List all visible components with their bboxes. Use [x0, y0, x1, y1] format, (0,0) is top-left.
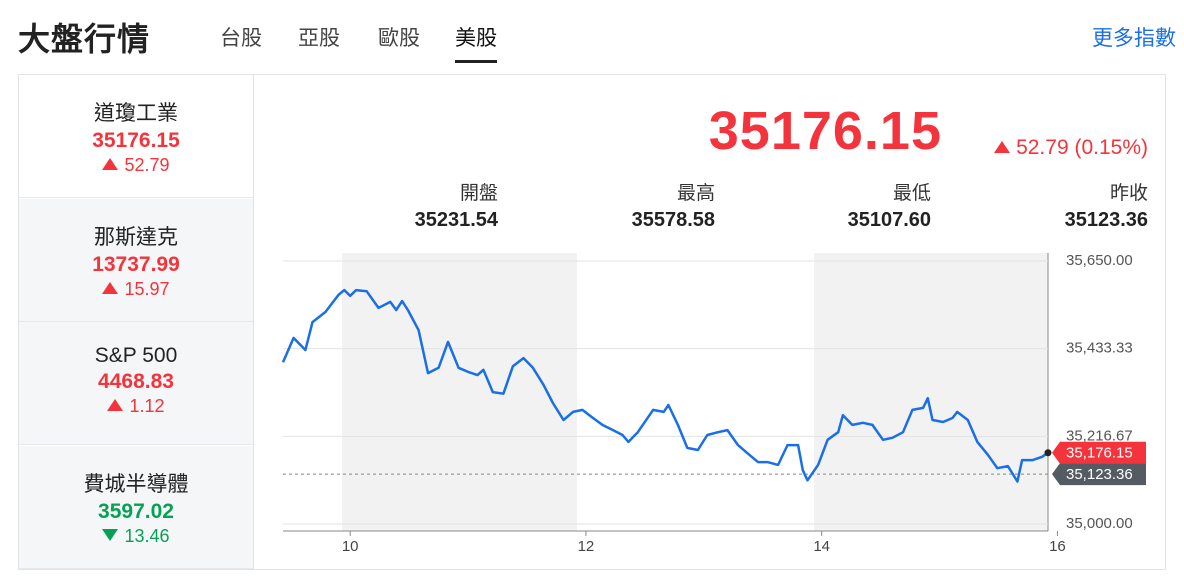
price-line: [281, 288, 1049, 483]
stat-label: 開盤: [459, 183, 498, 204]
change-text: 1.12: [129, 396, 165, 416]
quote-price: 35176.15: [708, 101, 942, 161]
arrow: [102, 281, 119, 294]
y-tick-label: 35,433.33: [1066, 340, 1133, 357]
page-title: 大盤行情: [18, 21, 151, 57]
stat: 最低 35107.60: [731, 178, 931, 232]
y-tick-label: 35,216.67: [1066, 427, 1133, 444]
index-change: 15.97: [19, 279, 253, 300]
index-change: 1.12: [19, 396, 253, 417]
more-link[interactable]: 更多指數: [1092, 27, 1176, 50]
stat-value: 35578.58: [631, 209, 715, 231]
stat-label: 最低: [892, 183, 931, 204]
change-text: 52.79 (0.15%): [1016, 136, 1148, 159]
change-text: 52.79: [124, 155, 170, 175]
reference-label: 35,123.36: [1066, 466, 1133, 483]
x-tick-label: 16: [1049, 538, 1066, 555]
y-tick-label: 35,650.00: [1066, 252, 1133, 269]
x-tick-label: 12: [578, 538, 595, 555]
index-item[interactable]: S&P 500 4468.83 1.12: [19, 322, 253, 445]
stat-label: 昨收: [1109, 183, 1148, 204]
arrow: [102, 528, 119, 541]
arrow: [107, 399, 124, 411]
stat: 昨收 35123.36: [948, 178, 1148, 232]
index-name: S&P 500: [94, 344, 178, 367]
stat-value: 35231.54: [414, 209, 498, 231]
index-change: 13.46: [19, 526, 253, 547]
arrow: [994, 141, 1011, 153]
change-text: 13.46: [124, 525, 170, 546]
index-name: 費城半導體: [83, 472, 189, 496]
x-tick-label: 14: [813, 538, 830, 555]
stat: 最高 35578.58: [515, 178, 715, 232]
session-band: [342, 253, 577, 531]
stat-value: 35107.60: [847, 209, 931, 231]
last-point: [1044, 449, 1052, 457]
stat-label: 最高: [676, 183, 715, 204]
index-item[interactable]: 費城半導體 3597.02 13.46: [19, 445, 253, 569]
x-tick-label: 10: [342, 538, 359, 555]
stat: 開盤 35231.54: [298, 178, 498, 232]
arrow: [102, 158, 119, 170]
index-item[interactable]: 那斯達克 13737.99 15.97: [19, 198, 253, 322]
y-tick-label: 35,000.00: [1066, 515, 1133, 532]
tab[interactable]: 亞股: [298, 27, 340, 50]
tab[interactable]: 台股: [220, 27, 262, 50]
index-name: 那斯達克: [94, 225, 178, 249]
change-text: 15.97: [124, 278, 170, 299]
tab[interactable]: 歐股: [378, 27, 420, 50]
index-price: 35176.15: [92, 129, 180, 152]
index-name: 道瓊工業: [94, 102, 178, 125]
tab[interactable]: 美股: [455, 22, 497, 63]
session-band: [814, 253, 1048, 531]
index-list: 道瓊工業 35176.15 52.79 那斯達克 13737.99 15.97 S&P 50…: [19, 75, 254, 569]
quote-change: 52.79 (0.15%): [994, 136, 1148, 160]
card: [18, 74, 1166, 570]
index-change: 52.79: [19, 155, 253, 176]
stat-value: 35123.36: [1064, 209, 1148, 231]
index-item[interactable]: 道瓊工業 35176.15 52.79: [19, 75, 253, 198]
index-price: 4468.83: [98, 370, 174, 393]
current-tag: [1052, 441, 1146, 464]
current-label: 35,176.15: [1066, 445, 1133, 462]
index-price: 3597.02: [98, 499, 174, 523]
reference-tag: [1052, 463, 1146, 486]
index-price: 13737.99: [92, 252, 180, 276]
